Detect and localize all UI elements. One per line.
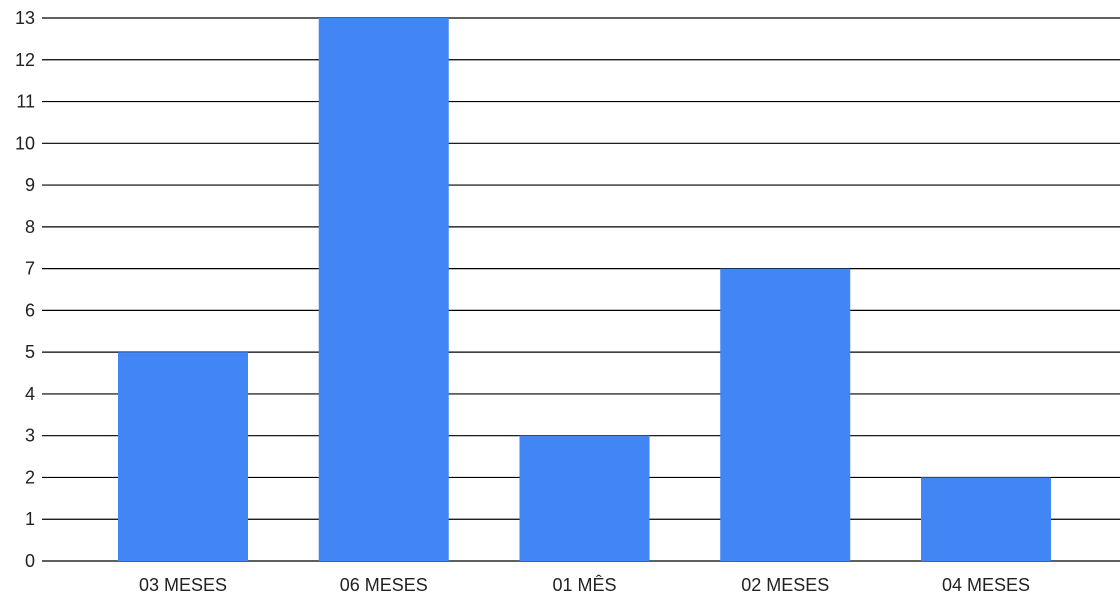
y-tick-label-5: 5 (25, 342, 35, 362)
bar-1 (318, 18, 449, 561)
y-tick-label-12: 12 (15, 50, 35, 70)
bar-2 (519, 435, 650, 561)
x-tick-label-2: 01 MÊS (552, 575, 616, 595)
y-tick-label-7: 7 (25, 259, 35, 279)
y-tick-label-1: 1 (25, 509, 35, 529)
y-tick-label-10: 10 (15, 133, 35, 153)
bar-4 (921, 477, 1051, 561)
y-tick-label-9: 9 (25, 175, 35, 195)
x-axis-tick-labels: 03 MESES 06 MESES 01 MÊS 02 MESES 04 MESES (139, 575, 1030, 595)
y-tick-label-6: 6 (25, 300, 35, 320)
bars (118, 18, 1051, 561)
y-tick-label-2: 2 (25, 467, 35, 487)
x-tick-label-3: 02 MESES (741, 575, 829, 595)
y-tick-label-3: 3 (25, 426, 35, 446)
y-tick-label-4: 4 (25, 384, 35, 404)
x-tick-label-1: 06 MESES (340, 575, 428, 595)
bar-3 (720, 268, 851, 561)
y-tick-label-11: 11 (16, 92, 35, 112)
y-tick-label-8: 8 (25, 217, 35, 237)
x-tick-label-4: 04 MESES (942, 575, 1030, 595)
y-tick-label-0: 0 (25, 551, 35, 571)
x-tick-label-0: 03 MESES (139, 575, 227, 595)
y-tick-label-13: 13 (15, 8, 35, 28)
bar-0 (118, 352, 248, 561)
